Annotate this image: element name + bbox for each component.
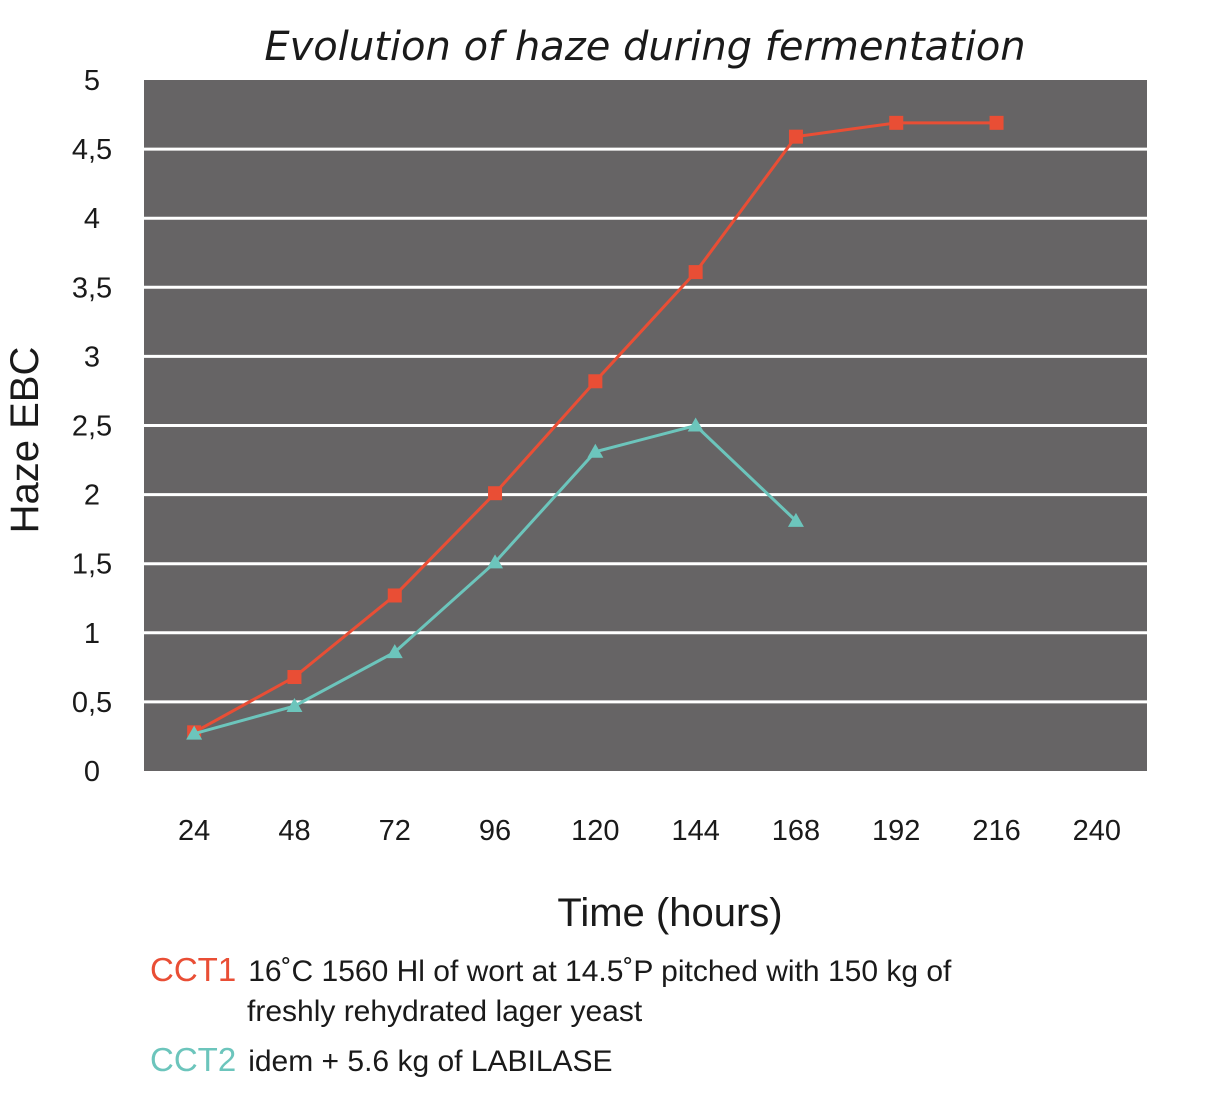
data-point-cct2: [286, 698, 303, 713]
haze-chart: Evolution of haze during fermentation 0 0…: [3, 24, 1147, 935]
data-point-cct1: [989, 115, 1004, 130]
chart-title: Evolution of haze during fermentation: [264, 24, 1025, 70]
y-tick-label: 4,5: [72, 134, 112, 166]
legend-tag-cct1: CCT1: [150, 951, 237, 988]
data-point-cct2: [587, 443, 604, 458]
legend-entry-cct2: CCT2 idem + 5.6 kg of LABILASE: [150, 1040, 613, 1082]
x-axis-label: Time (hours): [557, 891, 782, 935]
x-tick-label: 48: [278, 815, 310, 847]
x-tick-label: 72: [379, 815, 411, 847]
y-tick-label: 4: [84, 203, 100, 235]
data-point-cct2: [186, 725, 203, 740]
y-tick-label: 3: [84, 341, 100, 373]
y-tick-label: 1,5: [72, 549, 112, 581]
x-tick-label: 120: [571, 815, 619, 847]
x-tick-label: 240: [1073, 815, 1121, 847]
y-tick-label: 0: [84, 756, 100, 788]
legend-tag-cct2: CCT2: [150, 1041, 237, 1078]
data-point-cct2: [487, 554, 504, 569]
x-tick-label: 144: [671, 815, 719, 847]
data-point-cct1: [387, 588, 402, 603]
data-point-cct2: [787, 512, 804, 527]
legend-desc-cct1-line2: freshly rehydrated lager yeast: [247, 995, 643, 1028]
data-point-cct1: [488, 486, 503, 501]
y-axis-label: Haze EBC: [3, 347, 47, 534]
data-point-cct2: [687, 417, 704, 432]
legend-desc-cct1-line1: 16˚C 1560 Hl of wort at 14.5˚P pitched w…: [248, 955, 952, 988]
y-tick-label: 3,5: [72, 272, 112, 304]
data-point-cct2: [386, 644, 403, 659]
x-tick-label: 216: [972, 815, 1020, 847]
x-tick-label: 168: [772, 815, 820, 847]
data-point-cct1: [788, 129, 803, 144]
data-point-cct1: [688, 265, 703, 280]
y-tick-label: 2,5: [72, 411, 112, 443]
data-point-cct1: [588, 374, 603, 389]
y-tick-label: 2: [84, 480, 100, 512]
y-tick-label: 5: [84, 65, 100, 97]
x-tick-label: 24: [178, 815, 210, 847]
data-point-cct1: [287, 670, 302, 685]
data-point-cct1: [889, 115, 904, 130]
legend-entry-cct1: CCT1 16˚C 1560 Hl of wort at 14.5˚P pitch…: [150, 950, 951, 1032]
x-tick-label: 96: [479, 815, 511, 847]
x-tick-label: 192: [872, 815, 920, 847]
y-tick-label: 1: [84, 618, 100, 650]
legend-desc-cct2-line1: idem + 5.6 kg of LABILASE: [248, 1045, 613, 1078]
y-tick-label: 0,5: [72, 687, 112, 719]
